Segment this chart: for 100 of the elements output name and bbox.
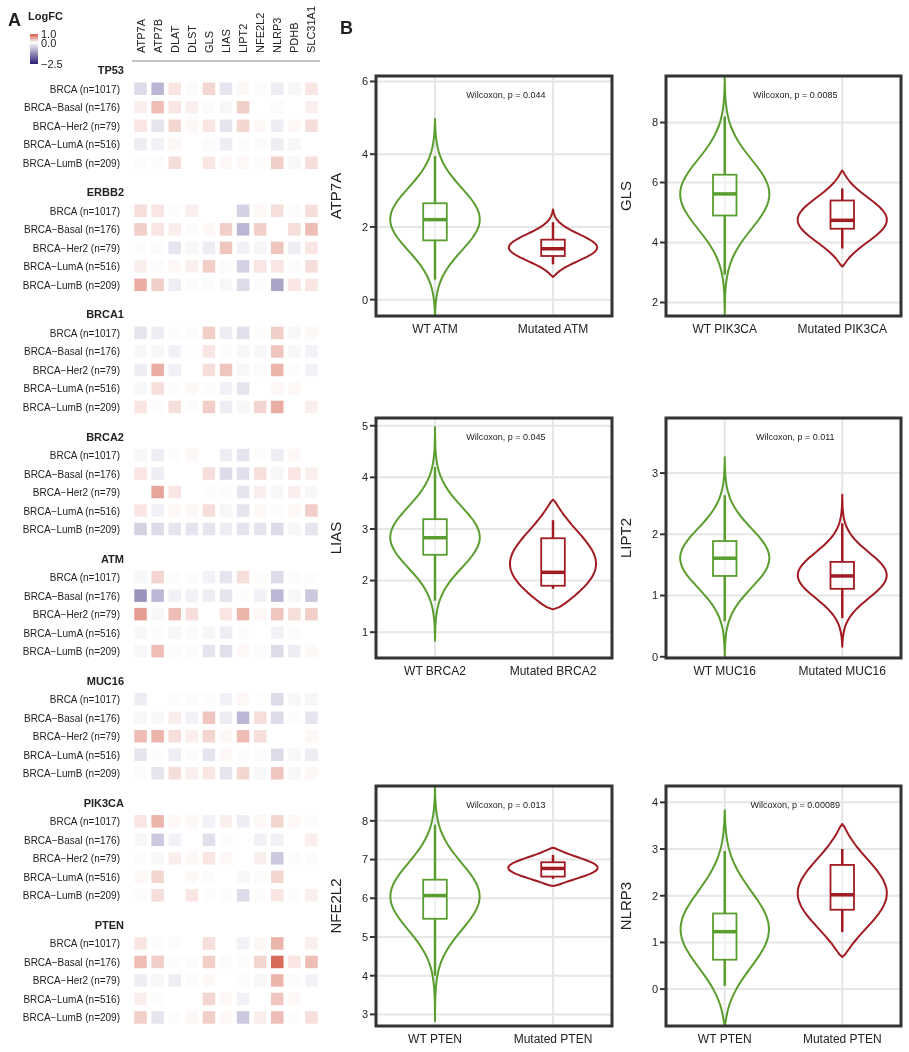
- y-tick-label: BRCA−LumB (n=209): [22, 1012, 120, 1024]
- x-tick-label: NLRP3: [271, 17, 284, 53]
- y-tick-label: BRCA−LumB (n=209): [22, 768, 120, 780]
- y-tick-label: 4: [361, 148, 368, 161]
- color-bar-label: −2.5: [41, 57, 63, 71]
- y-tick-label: BRCA−LumB (n=209): [22, 524, 120, 536]
- text: B: [340, 18, 353, 39]
- x-tick-label: DLAT: [168, 25, 181, 53]
- y-tick-label: BRCA−Basal (n=176): [23, 102, 120, 114]
- annotation: Wilcoxon, p = 0.045: [466, 431, 546, 442]
- y-axis-title: ATP7A: [327, 172, 345, 220]
- x-tick-label: ATP7B: [151, 19, 164, 53]
- y-tick-label: 4: [361, 969, 368, 982]
- y-tick-label: 5: [361, 419, 368, 432]
- y-tick-label: BRCA−Basal (n=176): [23, 956, 120, 968]
- y-tick-label: 0: [651, 983, 658, 996]
- y-tick-label: BRCA−Basal (n=176): [23, 468, 120, 480]
- x-tick-label: Mutated PTEN: [802, 1031, 882, 1046]
- y-tick-label: 8: [361, 814, 368, 827]
- y-tick-label: BRCA−LumA (n=516): [23, 261, 120, 273]
- y-tick-label: ATM: [101, 552, 124, 565]
- y-tick-label: BRCA−Her2 (n=79): [32, 853, 120, 865]
- text: A: [8, 10, 21, 31]
- y-tick-label: 0: [361, 293, 368, 306]
- annotation: Wilcoxon, p = 0.0085: [753, 89, 838, 100]
- x-tick-label: NFE2L2: [254, 12, 267, 53]
- y-tick-label: 2: [651, 296, 658, 309]
- y-tick-label: 2: [651, 528, 658, 541]
- y-tick-label: BRCA−LumA (n=516): [23, 383, 120, 395]
- y-tick-label: BRCA (n=1017): [49, 938, 120, 950]
- y-tick-label: BRCA−LumB (n=209): [22, 401, 120, 413]
- y-tick-label: BRCA−Her2 (n=79): [32, 609, 120, 621]
- y-axis-title: NLRP3: [617, 881, 635, 931]
- y-tick-label: BRCA−Her2 (n=79): [32, 975, 120, 987]
- y-tick-label: 1: [361, 626, 368, 639]
- x-tick-label: ATP7A: [134, 18, 147, 53]
- y-tick-label: BRCA−LumA (n=516): [23, 993, 120, 1005]
- y-tick-label: 3: [651, 842, 658, 855]
- x-tick-label: Mutated BRCA2: [509, 663, 597, 678]
- x-tick-label: WT MUC16: [693, 663, 757, 678]
- x-tick-label: Mutated MUC16: [798, 663, 887, 678]
- y-tick-label: BRCA−Her2 (n=79): [32, 731, 120, 743]
- y-tick-label: PIK3CA: [83, 796, 125, 809]
- y-tick-label: 6: [361, 892, 368, 905]
- y-tick-label: BRCA−LumA (n=516): [23, 871, 120, 883]
- x-tick-label: WT PIK3CA: [692, 321, 757, 336]
- y-tick-label: 2: [361, 574, 368, 587]
- x-tick-label: LIPT2: [237, 23, 250, 53]
- x-tick-label: SLC31A1: [305, 5, 318, 53]
- y-tick-label: BRCA−LumB (n=209): [22, 157, 120, 169]
- y-tick-label: BRCA1: [86, 308, 124, 321]
- y-tick-label: 1: [651, 936, 658, 949]
- y-tick-label: ERBB2: [86, 186, 124, 199]
- y-axis-title: LIAS: [327, 521, 345, 555]
- y-tick-label: BRCA−Basal (n=176): [23, 834, 120, 846]
- y-tick-label: 1: [651, 589, 658, 602]
- x-tick-label: DLST: [185, 24, 198, 53]
- y-tick-label: BRCA−Basal (n=176): [23, 224, 120, 236]
- x-tick-label: LIAS: [220, 29, 232, 53]
- y-tick-label: BRCA−LumA (n=516): [23, 749, 120, 761]
- y-tick-label: BRCA−Her2 (n=79): [32, 120, 120, 132]
- y-tick-label: BRCA (n=1017): [49, 83, 120, 95]
- y-tick-label: 6: [651, 176, 658, 189]
- x-tick-label: WT ATM: [412, 321, 458, 336]
- x-tick-label: WT BRCA2: [404, 663, 467, 678]
- y-tick-label: BRCA (n=1017): [49, 327, 120, 339]
- y-tick-label: 2: [361, 220, 368, 233]
- color-bar-title: LogFC: [28, 10, 63, 22]
- y-tick-label: BRCA−Basal (n=176): [23, 346, 120, 358]
- y-tick-label: BRCA−Basal (n=176): [23, 712, 120, 724]
- x-tick-label: WT PTEN: [408, 1031, 462, 1046]
- y-tick-label: 5: [361, 930, 368, 943]
- x-tick-label: Mutated ATM: [517, 321, 589, 336]
- y-tick-label: BRCA−Her2 (n=79): [32, 364, 120, 376]
- y-tick-label: 4: [361, 471, 368, 484]
- y-tick-label: BRCA−Her2 (n=79): [32, 487, 120, 499]
- annotation: Wilcoxon, p = 0.013: [466, 799, 546, 810]
- y-tick-label: 8: [651, 116, 658, 129]
- annotation: Wilcoxon, p = 0.00089: [750, 799, 840, 810]
- y-tick-label: BRCA−LumB (n=209): [22, 646, 120, 658]
- y-tick-label: 3: [651, 467, 658, 480]
- y-axis-title: LIPT2: [617, 517, 635, 559]
- y-tick-label: BRCA (n=1017): [49, 450, 120, 462]
- y-tick-label: BRCA−LumA (n=516): [23, 139, 120, 151]
- y-tick-label: BRCA−LumA (n=516): [23, 505, 120, 517]
- y-tick-label: BRCA−Basal (n=176): [23, 590, 120, 602]
- y-tick-label: 3: [361, 522, 368, 535]
- y-tick-label: BRCA2: [86, 430, 124, 443]
- y-tick-label: MUC16: [86, 674, 124, 687]
- y-tick-label: 6: [361, 75, 368, 88]
- x-tick-label: Mutated PIK3CA: [797, 321, 887, 336]
- y-tick-label: BRCA−LumB (n=209): [22, 279, 120, 291]
- y-tick-label: TP53: [97, 64, 124, 77]
- y-tick-label: BRCA (n=1017): [49, 816, 120, 828]
- y-tick-label: BRCA−Her2 (n=79): [32, 242, 120, 254]
- x-tick-label: Mutated PTEN: [513, 1031, 593, 1046]
- y-tick-label: 7: [361, 853, 368, 866]
- x-tick-label: GLS: [202, 31, 215, 53]
- annotation: Wilcoxon, p = 0.011: [755, 431, 835, 442]
- annotation: Wilcoxon, p = 0.044: [466, 89, 546, 100]
